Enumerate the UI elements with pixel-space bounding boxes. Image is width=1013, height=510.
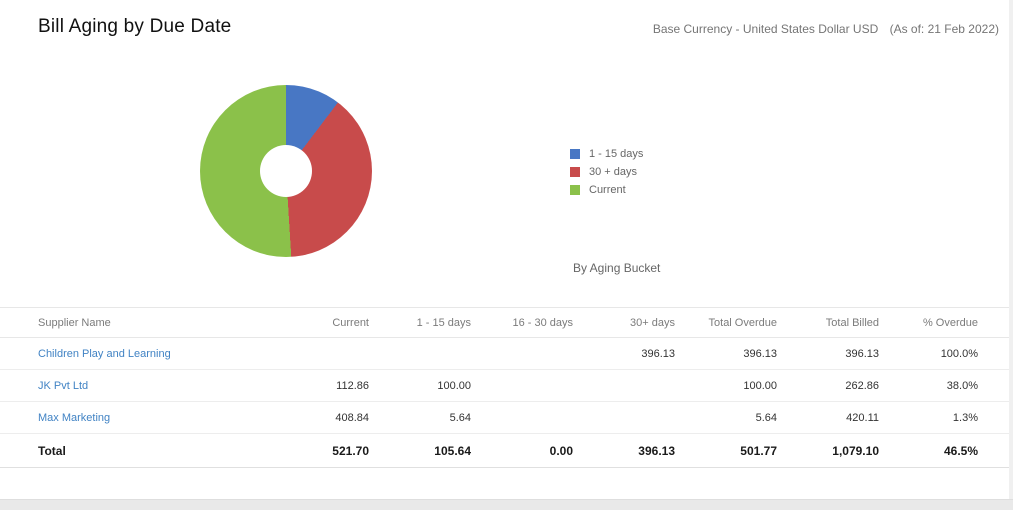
legend-item-30-plus-days[interactable]: 30 + days bbox=[570, 166, 643, 178]
aging-table-wrap: Supplier Name Current 1 - 15 days 16 - 3… bbox=[0, 307, 1013, 468]
header-meta: Base Currency - United States Dollar USD… bbox=[653, 16, 999, 36]
col-total-billed: Total Billed bbox=[783, 307, 885, 338]
col-supplier-name: Supplier Name bbox=[0, 307, 285, 338]
table-cell bbox=[579, 369, 681, 402]
table-cell: 521.70 bbox=[285, 433, 375, 468]
table-cell: 262.86 bbox=[783, 369, 885, 402]
legend-label: 1 - 15 days bbox=[589, 148, 644, 160]
col-1-15-days: 1 - 15 days bbox=[375, 307, 477, 338]
legend-item-1-15-days[interactable]: 1 - 15 days bbox=[570, 148, 643, 160]
legend-item-current[interactable]: Current bbox=[570, 184, 643, 196]
table-cell: Max Marketing bbox=[0, 401, 285, 434]
legend-label: 30 + days bbox=[589, 166, 638, 178]
table-row: Children Play and Learning 396.13 396.13… bbox=[0, 337, 1013, 370]
table-cell: 100.0% bbox=[885, 337, 1013, 370]
table-cell: 408.84 bbox=[285, 401, 375, 434]
table-cell: 396.13 bbox=[579, 337, 681, 370]
table-cell: Children Play and Learning bbox=[0, 337, 285, 370]
table-cell: 100.00 bbox=[375, 369, 477, 402]
table-cell bbox=[477, 337, 579, 370]
supplier-link[interactable]: Children Play and Learning bbox=[38, 347, 171, 360]
aging-chart: 1 - 15 days 30 + days Current By Aging B… bbox=[0, 60, 1013, 305]
table-row: JK Pvt Ltd 112.86 100.00 100.00 262.86 3… bbox=[0, 369, 1013, 402]
supplier-link[interactable]: Max Marketing bbox=[38, 411, 111, 424]
chart-legend: 1 - 15 days 30 + days Current bbox=[570, 148, 643, 202]
chart-caption: By Aging Bucket bbox=[573, 261, 661, 275]
donut-chart[interactable] bbox=[200, 85, 372, 257]
base-currency-label: Base Currency - United States Dollar USD bbox=[652, 22, 879, 36]
col-percent-overdue: % Overdue bbox=[885, 307, 1013, 338]
legend-swatch-blue-icon bbox=[570, 149, 580, 159]
table-row: Max Marketing 408.84 5.64 5.64 420.11 1.… bbox=[0, 401, 1013, 434]
page-title: Bill Aging by Due Date bbox=[38, 16, 232, 37]
table-cell bbox=[477, 369, 579, 402]
table-cell: 112.86 bbox=[285, 369, 375, 402]
col-16-30-days: 16 - 30 days bbox=[477, 307, 579, 338]
page-header: Bill Aging by Due Date Base Currency - U… bbox=[0, 0, 1013, 38]
table-cell bbox=[579, 401, 681, 434]
table-total-row: Total 521.70 105.64 0.00 396.13 501.77 1… bbox=[0, 433, 1013, 468]
scrollbar[interactable] bbox=[1009, 0, 1013, 510]
table-cell bbox=[375, 337, 477, 370]
table-cell: 105.64 bbox=[375, 433, 477, 468]
aging-table: Supplier Name Current 1 - 15 days 16 - 3… bbox=[0, 307, 1013, 468]
table-cell: 1,079.10 bbox=[783, 433, 885, 468]
donut-hole bbox=[260, 145, 312, 197]
page-bottom-strip bbox=[0, 499, 1013, 510]
table-cell: 396.13 bbox=[579, 433, 681, 468]
supplier-link[interactable]: JK Pvt Ltd bbox=[38, 379, 89, 392]
legend-swatch-red-icon bbox=[570, 167, 580, 177]
table-header-row: Supplier Name Current 1 - 15 days 16 - 3… bbox=[0, 307, 1013, 338]
table-cell: 5.64 bbox=[681, 401, 783, 434]
total-label: Total bbox=[0, 433, 285, 468]
legend-swatch-green-icon bbox=[570, 185, 580, 195]
table-cell: 38.0% bbox=[885, 369, 1013, 402]
legend-label: Current bbox=[589, 184, 626, 196]
table-cell: 396.13 bbox=[681, 337, 783, 370]
table-cell: 1.3% bbox=[885, 401, 1013, 434]
table-cell: 0.00 bbox=[477, 433, 579, 468]
table-cell: 100.00 bbox=[681, 369, 783, 402]
table-cell: 46.5% bbox=[885, 433, 1013, 468]
table-cell: 396.13 bbox=[783, 337, 885, 370]
as-of-label: (As of: 21 Feb 2022) bbox=[889, 22, 999, 36]
col-current: Current bbox=[285, 307, 375, 338]
col-30-plus-days: 30+ days bbox=[579, 307, 681, 338]
table-cell: 420.11 bbox=[783, 401, 885, 434]
table-cell bbox=[285, 337, 375, 370]
table-cell: 501.77 bbox=[681, 433, 783, 468]
col-total-overdue: Total Overdue bbox=[681, 307, 783, 338]
table-cell: 5.64 bbox=[375, 401, 477, 434]
table-cell bbox=[477, 401, 579, 434]
table-cell: JK Pvt Ltd bbox=[0, 369, 285, 402]
